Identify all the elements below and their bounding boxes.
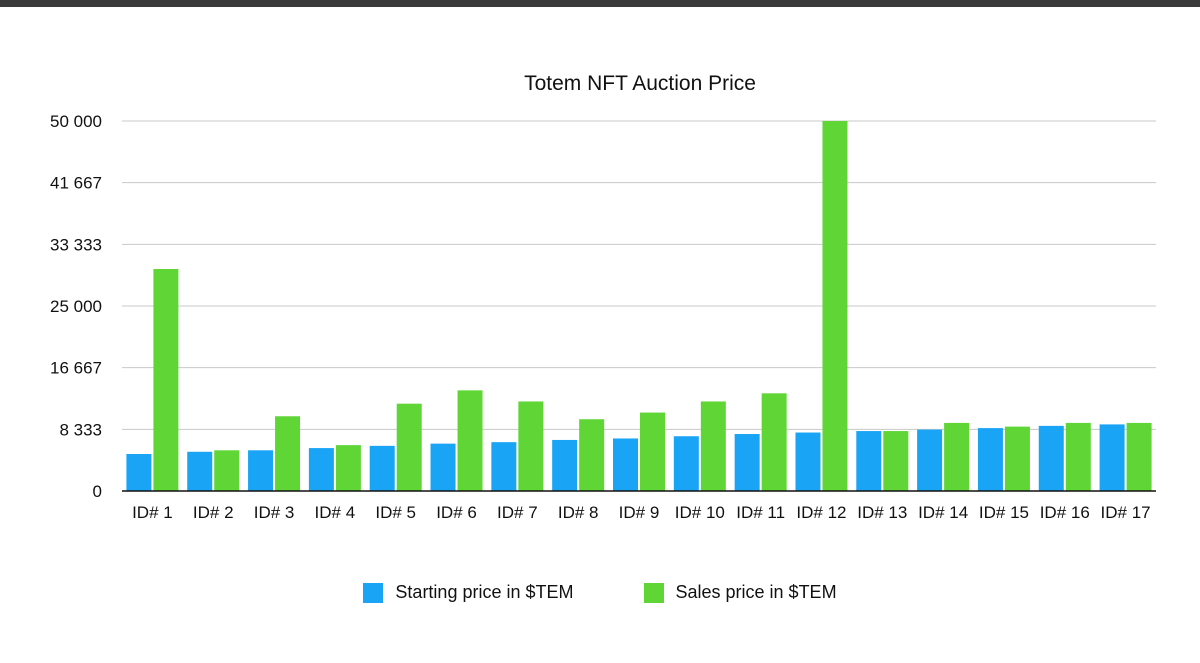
bar-sales-price (214, 450, 240, 491)
legend-swatch-starting (363, 582, 384, 603)
bar-sales-price (275, 416, 301, 491)
bar-starting-price (369, 445, 395, 491)
x-tick-label: ID# 15 (979, 503, 1029, 522)
y-tick-label: 41 667 (50, 174, 102, 193)
bar-starting-price (856, 431, 882, 491)
x-tick-label: ID# 2 (193, 503, 234, 522)
x-tick-label: ID# 10 (675, 503, 725, 522)
bar-sales-price (518, 401, 544, 491)
legend-label-sales: Sales price in $TEM (675, 582, 837, 602)
x-tick-label: ID# 11 (736, 503, 785, 522)
y-tick-label: 16 667 (50, 359, 102, 378)
bar-sales-price (1065, 422, 1091, 491)
legend-swatch-sales (643, 582, 664, 603)
bar-starting-price (917, 429, 943, 491)
bar-starting-price (613, 438, 638, 491)
x-tick-label: ID# 5 (375, 503, 416, 522)
bar-starting-price (187, 451, 213, 491)
bar-sales-price (700, 401, 726, 491)
x-tick-label: ID# 7 (497, 503, 538, 522)
bar-starting-price (1099, 424, 1125, 491)
bar-starting-price (673, 436, 699, 491)
top-bar (0, 0, 1200, 7)
y-tick-label: 33 333 (50, 235, 102, 254)
x-tick-label: ID# 3 (254, 503, 295, 522)
bar-starting-price (1038, 425, 1064, 491)
bar-sales-price (457, 390, 483, 491)
bar-starting-price (308, 448, 334, 491)
bar-sales-price (761, 393, 787, 491)
x-tick-label: ID# 8 (558, 503, 599, 522)
bar-sales-price (335, 445, 361, 491)
x-tick-label: ID# 4 (315, 503, 356, 522)
y-tick-label: 0 (93, 482, 102, 501)
bar-sales-price (883, 431, 909, 491)
bar-sales-price (579, 419, 605, 491)
bar-sales-price (944, 422, 970, 491)
x-tick-label: ID# 6 (436, 503, 477, 522)
bar-sales-price (396, 403, 422, 491)
bar-starting-price (977, 428, 1003, 491)
legend-label-starting: Starting price in $TEM (395, 582, 574, 602)
x-tick-label: ID# 1 (132, 503, 173, 522)
bar-starting-price (430, 443, 456, 491)
bar-sales-price (640, 412, 665, 491)
bar-starting-price (248, 450, 274, 491)
bar-sales-price (1004, 426, 1030, 491)
bar-sales-price (1126, 422, 1152, 491)
bar-sales-price (153, 269, 179, 491)
bar-starting-price (552, 439, 578, 491)
y-tick-label: 50 000 (50, 112, 102, 131)
x-tick-label: ID# 16 (1040, 503, 1090, 522)
bar-starting-price (734, 434, 760, 491)
legend-item-sales: Sales price in $TEM (643, 582, 837, 603)
y-tick-label: 8 333 (59, 420, 102, 439)
y-tick-label: 25 000 (50, 297, 102, 316)
bar-starting-price (795, 432, 821, 491)
x-tick-label: ID# 13 (857, 503, 907, 522)
x-tick-label: ID# 14 (918, 503, 968, 522)
legend: Starting price in $TEM Sales price in $T… (0, 582, 1200, 603)
x-tick-label: ID# 17 (1101, 503, 1151, 522)
legend-item-starting: Starting price in $TEM (363, 582, 574, 603)
bar-starting-price (491, 442, 517, 491)
chart-title: Totem NFT Auction Price (524, 72, 756, 95)
x-tick-label: ID# 9 (619, 503, 660, 522)
bar-starting-price (126, 454, 152, 491)
bar-sales-price (822, 121, 848, 491)
x-tick-label: ID# 12 (796, 503, 846, 522)
